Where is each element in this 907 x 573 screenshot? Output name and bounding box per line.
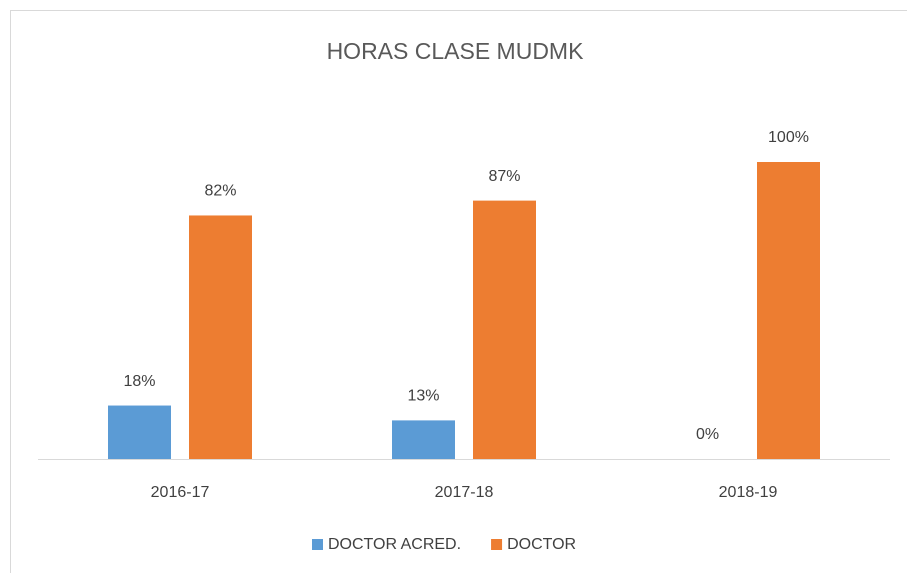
data-label: 82% bbox=[204, 183, 236, 200]
x-tick-label: 2018-19 bbox=[719, 484, 778, 501]
data-label: 18% bbox=[123, 373, 155, 390]
data-label: 87% bbox=[488, 168, 520, 185]
data-label: 13% bbox=[407, 388, 439, 405]
x-tick-label: 2016-17 bbox=[151, 484, 210, 501]
legend-label: DOCTOR ACRED. bbox=[328, 536, 461, 553]
data-label: 100% bbox=[768, 129, 809, 146]
x-tick-label: 2017-18 bbox=[435, 484, 494, 501]
bar bbox=[108, 405, 171, 459]
bar bbox=[392, 420, 455, 459]
bar bbox=[189, 215, 252, 459]
data-label: 0% bbox=[696, 426, 719, 443]
bar bbox=[473, 200, 536, 460]
legend-swatch bbox=[491, 539, 503, 550]
chart-title: HORAS CLASE MUDMK bbox=[327, 38, 585, 64]
legend-swatch bbox=[312, 539, 323, 550]
legend-label: DOCTOR bbox=[507, 536, 576, 553]
bar bbox=[757, 162, 820, 459]
